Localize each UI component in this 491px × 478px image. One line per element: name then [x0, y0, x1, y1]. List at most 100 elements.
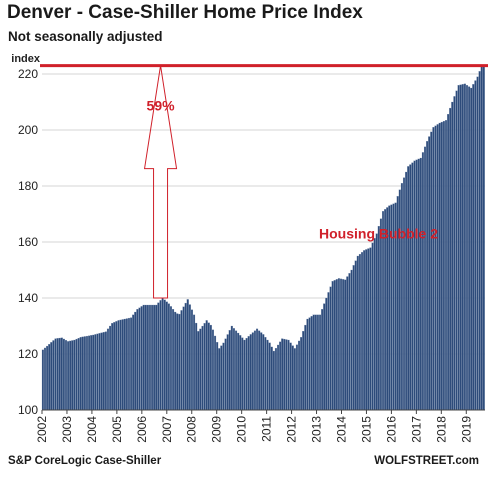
source-credit: S&P CoreLogic Case-Shiller	[8, 455, 162, 467]
bar	[256, 328, 259, 411]
bar	[182, 306, 185, 411]
x-tick-label: 2013	[310, 416, 324, 443]
bar	[125, 318, 128, 411]
bar	[172, 309, 175, 411]
bar	[209, 324, 212, 411]
bar	[201, 325, 204, 411]
y-axis: 100 120 140 160 180 200 220 index	[11, 53, 41, 417]
bar	[75, 338, 78, 411]
y-tick-label: 120	[18, 347, 38, 361]
bar	[480, 65, 483, 411]
bar	[451, 101, 454, 411]
bar	[220, 345, 223, 411]
bar	[88, 335, 91, 411]
annotation-pct-label: 59%	[147, 98, 176, 114]
bar	[148, 304, 152, 411]
bar	[474, 80, 477, 411]
bar	[96, 333, 99, 411]
bar	[270, 346, 273, 411]
bar	[398, 189, 401, 411]
bar	[77, 338, 80, 411]
x-tick-label: 2003	[60, 416, 74, 443]
bar	[157, 302, 160, 411]
bar	[352, 265, 355, 411]
bar	[432, 127, 435, 411]
bar	[195, 322, 198, 411]
bar	[356, 255, 359, 411]
bar	[211, 329, 214, 411]
bar	[304, 324, 307, 411]
bar	[218, 348, 221, 411]
chart-subtitle: Not seasonally adjusted	[8, 29, 163, 44]
bar	[293, 348, 296, 411]
bar	[457, 85, 460, 411]
bar	[423, 146, 427, 411]
bar	[253, 330, 256, 411]
bar	[113, 322, 116, 411]
bar	[314, 314, 317, 411]
x-tick-label: 2019	[459, 416, 473, 443]
bar	[239, 335, 242, 411]
bar	[90, 335, 93, 411]
bar	[176, 313, 179, 411]
bar	[169, 306, 172, 411]
bar	[470, 87, 473, 411]
y-tick-label: 100	[18, 403, 38, 417]
bar	[186, 299, 189, 411]
bar	[344, 279, 347, 411]
bar	[274, 348, 277, 411]
bar	[127, 317, 131, 411]
bar	[222, 342, 225, 411]
bar	[442, 121, 445, 411]
brand-credit: WOLFSTREET.com	[374, 455, 479, 467]
bar	[251, 332, 254, 411]
y-tick-label: 160	[18, 235, 38, 249]
bar	[226, 334, 229, 411]
bar	[235, 330, 238, 411]
bar	[361, 252, 364, 411]
bar	[287, 339, 290, 411]
bar	[81, 336, 84, 411]
bar	[268, 342, 271, 411]
bar	[52, 340, 55, 411]
bar	[142, 304, 145, 411]
bar	[104, 331, 107, 411]
bar	[440, 121, 443, 411]
bar	[138, 307, 141, 411]
bar	[102, 332, 105, 411]
bar	[419, 157, 422, 411]
bar	[300, 337, 303, 411]
bar	[184, 302, 187, 411]
bar	[363, 250, 366, 411]
bar	[421, 152, 424, 411]
bar	[159, 300, 162, 411]
bar	[277, 344, 280, 411]
y-tick-label: 200	[18, 123, 38, 137]
bar	[350, 269, 353, 411]
bar	[371, 242, 374, 411]
y-tick-label: 140	[18, 291, 38, 305]
bar	[329, 286, 332, 411]
bar	[258, 330, 261, 411]
bar	[130, 317, 133, 411]
bar	[476, 76, 479, 411]
bar	[291, 345, 294, 411]
bar	[111, 323, 114, 411]
bar	[430, 131, 433, 411]
x-tick-label: 2018	[434, 416, 448, 443]
bar	[71, 340, 74, 411]
bar	[373, 238, 376, 411]
bar	[203, 323, 206, 411]
x-tick-label: 2008	[185, 416, 199, 443]
bar	[319, 314, 322, 411]
bar	[323, 303, 326, 411]
x-tick-label: 2011	[260, 416, 274, 442]
bar	[79, 337, 82, 411]
bar	[58, 337, 61, 411]
bar	[174, 311, 177, 411]
bar	[377, 226, 380, 411]
bar	[285, 339, 288, 411]
bar	[444, 120, 448, 411]
bar	[123, 318, 126, 411]
